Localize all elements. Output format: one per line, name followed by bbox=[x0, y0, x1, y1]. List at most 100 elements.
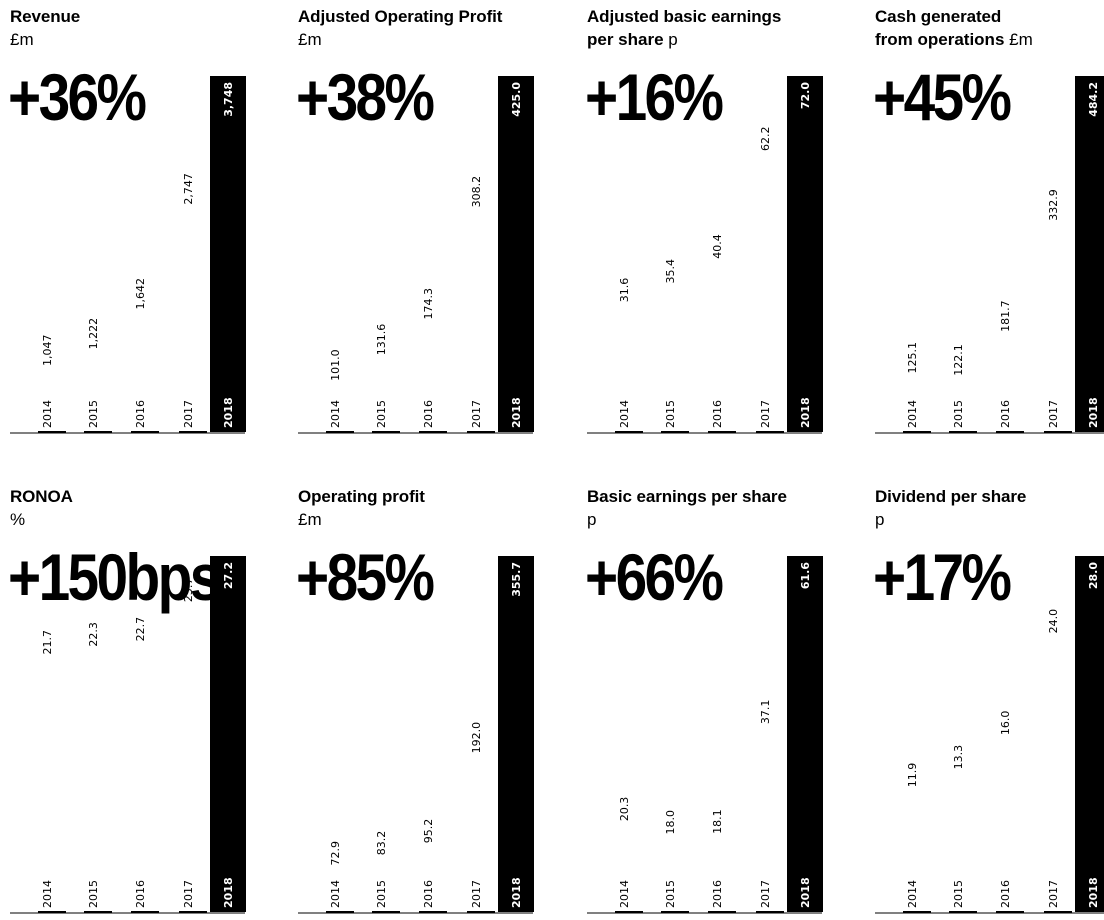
kpi-subtitle: % bbox=[10, 509, 250, 530]
kpi-bar-chart: 11.9 2014 13.3 2015 16.0 2016 24.0 2017 28.0 2018 bbox=[875, 556, 1104, 914]
year-label-2018: 2018 bbox=[510, 397, 523, 428]
value-label-2015: 1,222 bbox=[87, 318, 100, 350]
value-label-2017: 25.7 bbox=[182, 578, 195, 603]
year-label-2015: 2015 bbox=[952, 880, 965, 908]
kpi-bar-chart: 101.0 2014 131.6 2015 174.3 2016 308.2 2017 425.… bbox=[298, 76, 534, 434]
value-label-2015: 83.2 bbox=[375, 831, 388, 856]
value-label-2015: 18.0 bbox=[664, 810, 677, 835]
bar-2018 bbox=[1075, 76, 1104, 432]
kpi-bar-chart: 31.6 2014 35.4 2015 40.4 2016 62.2 2017 72.0 2018 bbox=[587, 76, 823, 434]
year-label-2015: 2015 bbox=[375, 880, 388, 908]
bar-2018 bbox=[498, 556, 534, 912]
kpi-panel-4: RONOA% +150bps 21.7 2014 22.3 2015 22.7 2016 25.… bbox=[8, 480, 255, 914]
year-label-2016: 2016 bbox=[422, 400, 435, 428]
year-label-2015: 2015 bbox=[87, 880, 100, 908]
year-label-2014: 2014 bbox=[41, 400, 54, 428]
kpi-subtitle: from operations £m bbox=[875, 29, 1104, 50]
value-label-2016: 95.2 bbox=[422, 819, 435, 844]
value-label-2015: 122.1 bbox=[952, 344, 965, 376]
year-label-2017: 2017 bbox=[759, 400, 772, 428]
year-label-2018: 2018 bbox=[1087, 397, 1100, 428]
kpi-headline: +150bps bbox=[8, 540, 221, 614]
value-label-2017: 2,747 bbox=[182, 173, 195, 205]
kpi-headline: +16% bbox=[585, 60, 724, 134]
year-label-2014: 2014 bbox=[329, 880, 342, 908]
year-label-2016: 2016 bbox=[422, 880, 435, 908]
year-label-2017: 2017 bbox=[470, 880, 483, 908]
kpi-subtitle: £m bbox=[298, 29, 538, 50]
year-label-2016: 2016 bbox=[134, 400, 147, 428]
kpi-subtitle: £m bbox=[298, 509, 538, 530]
kpi-bar-chart: 125.1 2014 122.1 2015 181.7 2016 332.9 2017 484.… bbox=[875, 76, 1104, 434]
bar-2018 bbox=[787, 556, 823, 912]
value-label-2018: 72.0 bbox=[799, 82, 812, 109]
kpi-unit: £m bbox=[298, 510, 322, 529]
value-label-2016: 18.1 bbox=[711, 809, 724, 834]
kpi-title: Adjusted Operating Profit bbox=[298, 6, 538, 27]
value-label-2016: 1,642 bbox=[134, 278, 147, 310]
year-label-2014: 2014 bbox=[41, 880, 54, 908]
kpi-unit: % bbox=[10, 510, 26, 529]
kpi-title: RONOA bbox=[10, 486, 250, 507]
value-label-2017: 24.0 bbox=[1047, 609, 1060, 634]
kpi-unit: p bbox=[587, 510, 597, 529]
bar-2018 bbox=[498, 76, 534, 432]
year-label-2016: 2016 bbox=[711, 880, 724, 908]
year-label-2016: 2016 bbox=[999, 880, 1012, 908]
value-label-2015: 131.6 bbox=[375, 324, 388, 356]
year-label-2018: 2018 bbox=[799, 877, 812, 908]
year-label-2014: 2014 bbox=[618, 400, 631, 428]
value-label-2016: 174.3 bbox=[422, 288, 435, 320]
bar-2018 bbox=[210, 76, 246, 432]
kpi-bar-chart: 1,047 2014 1,222 2015 1,642 2016 2,747 2017 3,74… bbox=[10, 76, 246, 434]
year-label-2017: 2017 bbox=[470, 400, 483, 428]
value-label-2017: 37.1 bbox=[759, 700, 772, 725]
kpi-title: Operating profit bbox=[298, 486, 538, 507]
value-label-2018: 484.2 bbox=[1087, 82, 1100, 117]
value-label-2017: 332.9 bbox=[1047, 189, 1060, 221]
value-label-2014: 11.9 bbox=[906, 763, 919, 788]
kpi-headline: +45% bbox=[873, 60, 1012, 134]
kpi-title-text: Adjusted Operating Profit bbox=[298, 7, 503, 26]
year-label-2015: 2015 bbox=[952, 400, 965, 428]
kpi-bar-chart: 72.9 2014 83.2 2015 95.2 2016 192.0 2017 355.7 20… bbox=[298, 556, 534, 914]
kpi-bar-chart: 21.7 2014 22.3 2015 22.7 2016 25.7 2017 27.2 2018 bbox=[10, 556, 246, 914]
kpi-subtitle: p bbox=[587, 509, 827, 530]
year-label-2017: 2017 bbox=[1047, 400, 1060, 428]
kpi-subtitle: per share p bbox=[587, 29, 827, 50]
kpi-panel-1: Adjusted Operating Profit £m +38% 101.0 2014… bbox=[296, 0, 543, 434]
kpi-title: Cash generated bbox=[875, 6, 1104, 27]
year-label-2017: 2017 bbox=[182, 400, 195, 428]
kpi-unit: £m bbox=[1009, 30, 1033, 49]
bar-2018 bbox=[787, 76, 823, 432]
kpi-unit: p bbox=[875, 510, 885, 529]
kpi-title: Basic earnings per share bbox=[587, 486, 827, 507]
kpi-title-text: Operating profit bbox=[298, 487, 425, 506]
kpi-panel-5: Operating profit £m +85% 72.9 2014 83.2 2015 95… bbox=[296, 480, 543, 914]
value-label-2015: 22.3 bbox=[87, 622, 100, 647]
value-label-2017: 192.0 bbox=[470, 722, 483, 754]
year-label-2014: 2014 bbox=[618, 880, 631, 908]
kpi-title: Revenue bbox=[10, 6, 250, 27]
kpi-title: Dividend per share bbox=[875, 486, 1104, 507]
value-label-2014: 101.0 bbox=[329, 349, 342, 381]
year-label-2014: 2014 bbox=[906, 880, 919, 908]
year-label-2018: 2018 bbox=[222, 877, 235, 908]
value-label-2014: 31.6 bbox=[618, 278, 631, 303]
value-label-2014: 72.9 bbox=[329, 841, 342, 866]
kpi-title-text: Adjusted basic earnings bbox=[587, 7, 782, 26]
year-label-2016: 2016 bbox=[711, 400, 724, 428]
kpi-title-line2: from operations bbox=[875, 30, 1005, 49]
kpi-headline: +36% bbox=[8, 60, 147, 134]
kpi-headline: +38% bbox=[296, 60, 435, 134]
kpi-unit: p bbox=[668, 30, 678, 49]
value-label-2017: 308.2 bbox=[470, 176, 483, 208]
kpi-bar-chart: 20.3 2014 18.0 2015 18.1 2016 37.1 2017 61.6 2018 bbox=[587, 556, 823, 914]
kpi-headline: +66% bbox=[585, 540, 724, 614]
kpi-panel-7: Dividend per share p +17% 11.9 2014 13.3 2015 1… bbox=[873, 480, 1104, 914]
year-label-2018: 2018 bbox=[222, 397, 235, 428]
kpi-title-line2: per share bbox=[587, 30, 664, 49]
kpi-subtitle: p bbox=[875, 509, 1104, 530]
year-label-2017: 2017 bbox=[1047, 880, 1060, 908]
value-label-2018: 27.2 bbox=[222, 562, 235, 589]
